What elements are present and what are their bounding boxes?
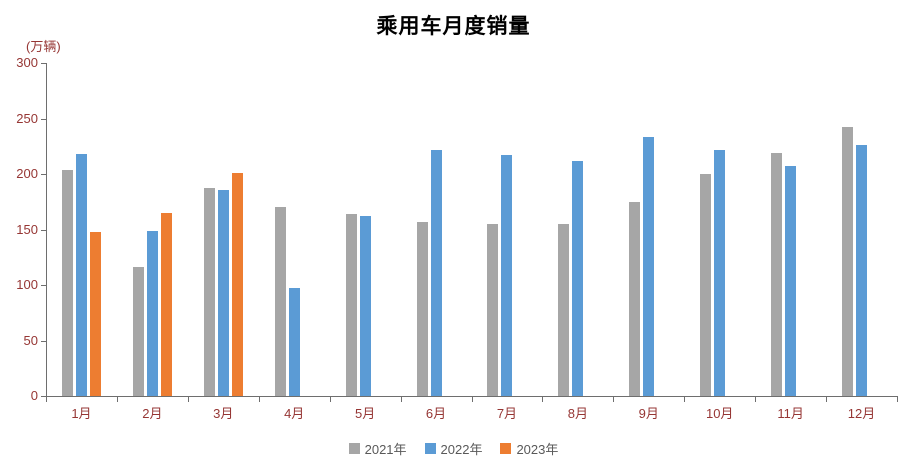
bar-2021年-1月 [61, 169, 73, 396]
x-axis-tick [400, 397, 402, 402]
bar-2022年-6月 [430, 149, 442, 396]
x-axis-tick [613, 397, 615, 402]
y-axis-tick-label: 250 [16, 110, 38, 126]
x-axis-tick [187, 397, 189, 402]
x-axis-tick-label: 8月 [567, 406, 588, 421]
x-axis-tick-label: 4月 [284, 406, 305, 421]
bar-2022年-9月 [643, 137, 655, 396]
legend-item-2022年: 2022年 [424, 439, 483, 458]
bar-2021年-2月 [132, 267, 144, 396]
x-axis-tick [684, 397, 686, 402]
x-axis-tick-label: 6月 [425, 406, 447, 421]
bar-2022年-8月 [572, 160, 584, 396]
bar-2022年-11月 [785, 166, 797, 396]
bar-2021年-5月 [345, 213, 357, 396]
legend-swatch [348, 443, 360, 454]
x-axis-tick-label: 3月 [213, 406, 234, 421]
chart-title: 乘用车月度销量 [376, 15, 531, 38]
y-axis-unit-label: (万辆) [26, 39, 61, 54]
x-axis-tick-label: 2月 [142, 406, 163, 421]
x-axis-tick-label: 1月 [71, 406, 92, 421]
legend-label: 2022年 [440, 442, 483, 457]
x-axis-tick-label: 10月 [705, 406, 734, 421]
y-axis-tick-label: 300 [16, 55, 38, 70]
bar-2023年-1月 [89, 231, 101, 396]
legend-item-2023年: 2023年 [500, 439, 558, 458]
bar-2023年-3月 [231, 172, 243, 396]
bar-2021年-12月 [842, 127, 854, 396]
x-axis-tick [329, 397, 331, 402]
legend: 2021年 2022年 2023年 [0, 439, 907, 458]
bar-2022年-1月 [75, 154, 87, 396]
plot-area [46, 63, 898, 397]
bar-2022年-7月 [501, 155, 513, 396]
y-axis-tick-label: 50 [23, 332, 38, 348]
y-axis-tick [41, 63, 46, 64]
x-axis-tick [116, 397, 118, 402]
y-axis-tick [41, 229, 46, 231]
y-axis-tick-label: 100 [16, 277, 38, 292]
x-axis-tick-label: 12月 [847, 406, 876, 421]
bar-2022年-3月 [217, 189, 229, 396]
bar-2023年-2月 [160, 212, 172, 396]
bar-2021年-6月 [416, 221, 428, 396]
y-axis-tick-label: 200 [16, 166, 38, 181]
x-axis-tick [542, 397, 544, 402]
x-axis-tick-label: 7月 [496, 406, 518, 421]
bar-2021年-10月 [700, 174, 712, 396]
legend-label: 2023年 [516, 442, 559, 457]
x-axis-tick [897, 397, 898, 402]
bar-2021年-11月 [771, 152, 783, 396]
y-axis-tick [41, 174, 46, 175]
x-axis-tick [258, 397, 260, 402]
legend-label: 2021年 [364, 442, 407, 457]
y-axis-tick-label: 150 [16, 221, 38, 237]
x-axis-tick [826, 397, 828, 402]
y-axis-tick [41, 118, 46, 120]
x-axis-tick-label: 5月 [354, 406, 376, 421]
legend-swatch [424, 443, 436, 454]
x-axis-tick [471, 397, 473, 402]
bar-2021年-4月 [274, 207, 286, 396]
y-axis-tick-label: 0 [30, 388, 38, 403]
bar-2021年-9月 [629, 201, 641, 396]
bar-2022年-2月 [146, 230, 158, 396]
x-axis-tick-label: 9月 [638, 406, 659, 421]
y-axis-tick [41, 285, 46, 286]
bar-2022年-12月 [856, 145, 868, 396]
y-axis-tick [41, 396, 46, 397]
bar-2022年-10月 [714, 149, 726, 396]
legend-item-2021年: 2021年 [348, 439, 407, 458]
bar-2021年-7月 [487, 223, 499, 396]
x-axis-tick [46, 397, 47, 402]
bar-2022年-5月 [359, 216, 371, 396]
y-axis-tick [41, 340, 46, 342]
bar-2021年-8月 [558, 223, 570, 396]
bar-2022年-4月 [288, 288, 300, 396]
bar-2021年-3月 [203, 188, 215, 396]
x-axis-tick-label: 11月 [777, 406, 804, 421]
x-axis-tick [755, 397, 757, 402]
legend-swatch [500, 443, 512, 454]
